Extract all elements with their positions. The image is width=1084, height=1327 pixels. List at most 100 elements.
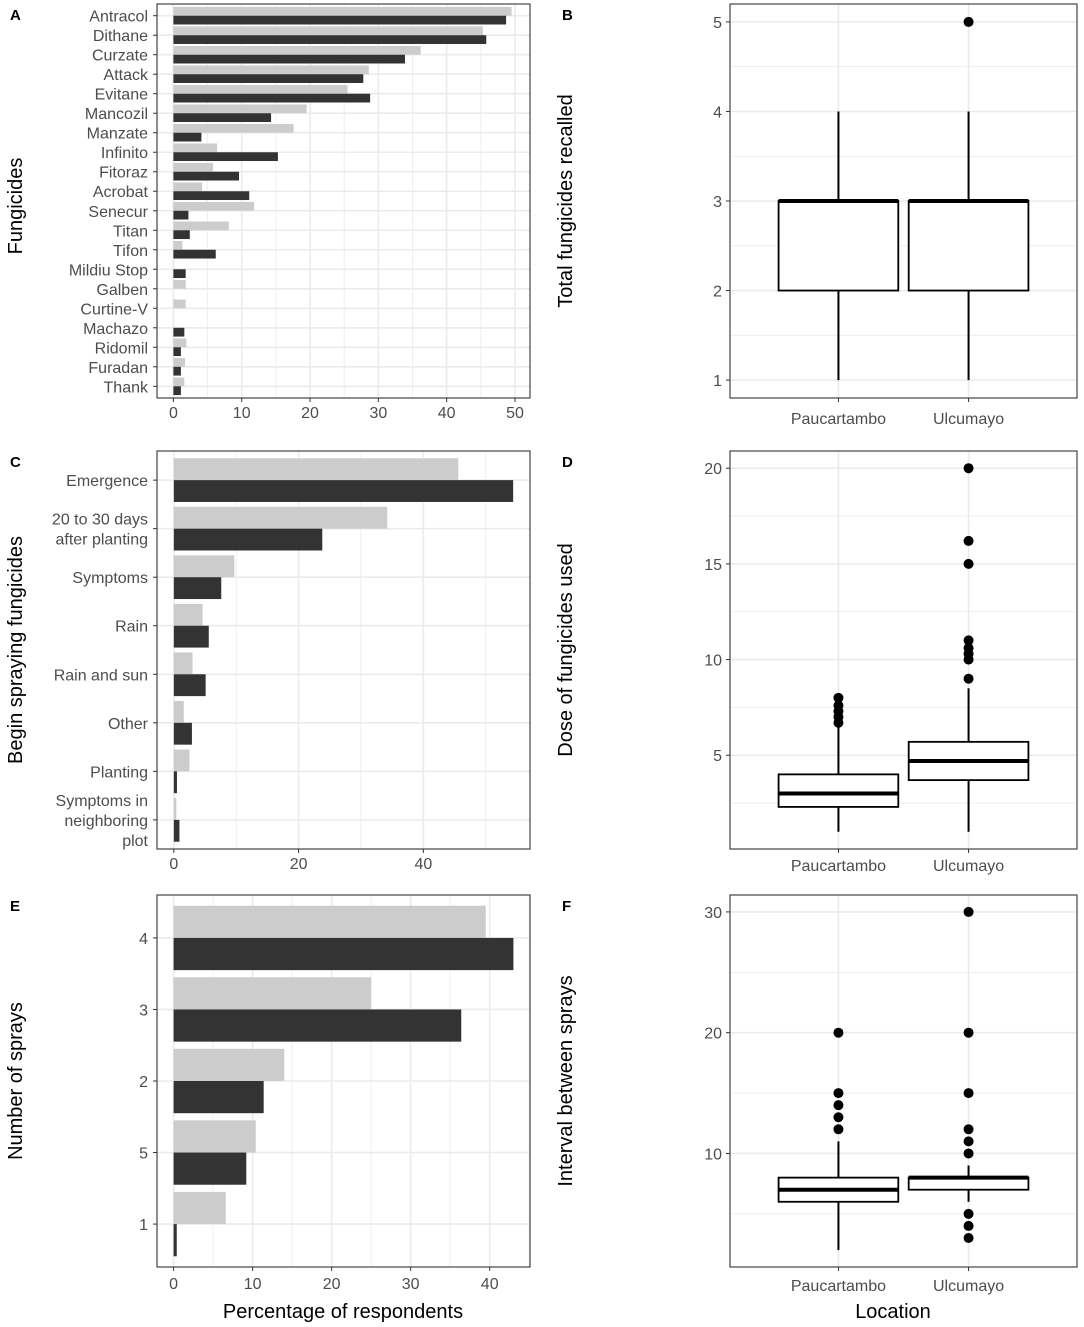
category-label: Furadan — [88, 360, 148, 377]
bar-dark — [173, 171, 239, 181]
bar-light — [173, 299, 186, 309]
bar-light — [173, 240, 183, 250]
bar-dark — [173, 366, 181, 376]
bar-light — [173, 104, 307, 114]
outlier-point — [963, 906, 974, 917]
panel-b: 1 2 3 4 5 Paucartambo Ulcumayo B Total fungicide… — [555, 3, 1078, 428]
bar-light — [173, 6, 512, 16]
bar-light — [173, 65, 369, 75]
outlier-point — [833, 1100, 844, 1111]
category-label: 4 — [139, 931, 148, 948]
panel-border — [729, 894, 1078, 1268]
category-label: Fitoraz — [99, 165, 148, 182]
y-tick-label: 5 — [713, 15, 722, 32]
outlier-point — [963, 463, 974, 474]
outlier-point — [833, 692, 844, 703]
bar-light — [173, 143, 218, 153]
outlier-point — [833, 1027, 844, 1038]
outlier-point — [963, 16, 974, 27]
bar-light — [173, 162, 214, 172]
bar-dark — [173, 1152, 247, 1185]
bar-light — [173, 749, 190, 772]
y-tick-label: 5 — [713, 748, 722, 765]
bar-light — [173, 26, 483, 36]
outlier-point — [963, 535, 974, 546]
bar-dark — [173, 480, 514, 502]
category-label: Antracol — [89, 9, 148, 26]
outlier-point — [963, 643, 974, 654]
category-label: Mildiu Stop — [69, 262, 148, 279]
y-tick-label: 20 — [704, 1026, 722, 1043]
y-tick-label: 15 — [704, 557, 722, 574]
bar-dark — [173, 210, 189, 220]
bar-dark — [173, 269, 186, 279]
bar-light — [173, 1048, 285, 1081]
bar-light — [173, 506, 388, 529]
outlier-point — [963, 673, 974, 684]
outlier-point — [963, 558, 974, 569]
x-tick-label: 0 — [169, 1276, 178, 1293]
bar-light — [173, 1191, 226, 1225]
category-label: Symptoms — [72, 570, 148, 587]
y-tick-label: 10 — [704, 653, 722, 670]
y-tick-label: 2 — [713, 284, 722, 301]
bar-light — [173, 700, 184, 723]
bar-light — [173, 358, 186, 367]
bar-light — [173, 338, 187, 348]
bar-light — [173, 123, 294, 133]
outlier-point — [963, 1220, 974, 1231]
panel-border — [156, 894, 531, 1268]
outlier-point — [963, 1148, 974, 1159]
bar-light — [173, 45, 421, 55]
outlier-point — [833, 1088, 844, 1099]
bar-dark — [173, 819, 180, 842]
bar-dark — [173, 54, 405, 64]
bar-light — [173, 84, 348, 94]
category-label: 20 to 30 days — [52, 512, 148, 529]
x-tick-label: 20 — [301, 405, 319, 422]
panel-label: D — [562, 454, 573, 471]
category-label: neighboring — [64, 813, 148, 830]
category-label: 3 — [139, 1002, 148, 1019]
bar-light — [173, 652, 193, 675]
bar-dark — [173, 327, 185, 337]
category-label: Emergence — [66, 473, 148, 490]
bar-light — [173, 458, 459, 481]
bar-light — [173, 555, 235, 578]
panel-label: F — [562, 898, 571, 915]
y-axis-title: Fungicides — [5, 158, 27, 255]
x-tick-label: 40 — [438, 405, 456, 422]
bar-dark — [173, 152, 278, 162]
category-label: Dithane — [93, 28, 148, 45]
category-label: Rain — [115, 619, 148, 636]
bar-dark — [173, 722, 192, 745]
category-label: 5 — [139, 1146, 148, 1163]
panel-label: B — [562, 7, 573, 24]
panel-border — [729, 450, 1078, 850]
panel-d: 5 10 15 20 Paucartambo Ulcumayo D Dose of fungi… — [555, 450, 1078, 875]
bar-light — [173, 377, 185, 387]
bar-light — [173, 279, 186, 289]
category-label: after planting — [55, 532, 148, 549]
y-axis-title: Dose of fungicides used — [555, 543, 577, 756]
category-label: Curtine-V — [80, 301, 148, 318]
category-label: Rain and sun — [54, 667, 148, 684]
x-axis-title: Location — [855, 1301, 931, 1323]
x-category-label: Ulcumayo — [933, 858, 1004, 875]
category-label: Planting — [90, 764, 148, 781]
category-label: Curzate — [92, 48, 148, 65]
x-tick-label: 30 — [369, 405, 387, 422]
panel-background — [730, 895, 1077, 1267]
bar-dark — [173, 191, 250, 201]
x-category-label: Paucartambo — [791, 411, 886, 428]
x-tick-label: 0 — [169, 856, 178, 873]
outlier-point — [833, 700, 844, 711]
panel-border — [729, 3, 1078, 399]
x-tick-label: 0 — [169, 405, 178, 422]
outlier-point — [963, 1124, 974, 1135]
panel-label: C — [10, 454, 21, 471]
category-label: Titan — [113, 223, 148, 240]
category-label: Galben — [96, 282, 148, 299]
category-label: Other — [108, 716, 149, 733]
